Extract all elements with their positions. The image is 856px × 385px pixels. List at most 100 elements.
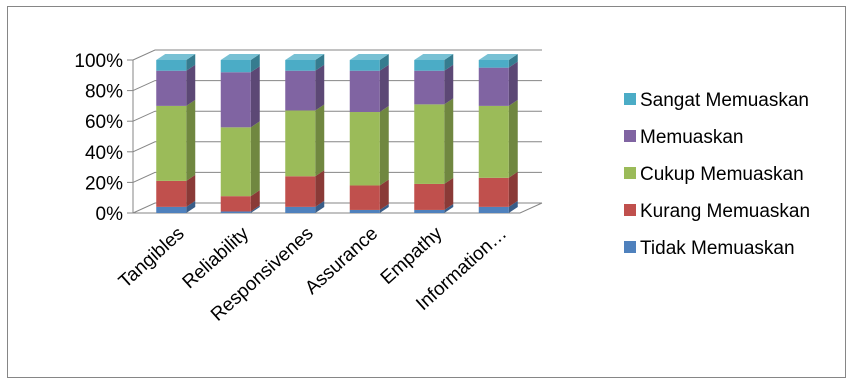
bar-front [349,112,380,186]
bar-front [285,206,316,213]
bar-side [315,104,325,177]
bar-segment [349,54,389,71]
bar-front [220,211,251,213]
y-tick-label: 60% [85,112,123,133]
legend-item: Cukup Memuaskan [624,164,804,185]
bar-segment [478,200,518,213]
bar-top [349,54,389,60]
bar-front [220,127,251,197]
legend-label: Cukup Memuaskan [640,164,804,185]
bar-segment [349,64,389,113]
gridline [132,202,542,214]
bar-top [414,54,454,60]
bar-side [379,179,389,210]
y-tick-label: 20% [85,173,123,194]
x-axis-ticks: TangiblesReliabilityResponsivenesAssuran… [115,223,511,326]
bar-segment [414,203,454,213]
bar-side [315,200,325,213]
bar-front [478,177,509,207]
legend: Sangat Memuaskan Memuaskan Cukup Memuaskan… [624,90,810,259]
bar-front [285,176,316,207]
bar-segment [478,61,518,106]
bar-segment [220,54,260,73]
bar-front [478,67,509,106]
legend-item: Kurang Memuaskan [624,201,810,222]
bar-top [156,54,196,60]
bar-front [285,70,316,111]
bar-segment [156,64,196,106]
bar-front [414,183,445,210]
legend-swatch [624,167,636,179]
bar-top [285,54,325,60]
bar-side [508,61,518,106]
bar-front [349,70,380,113]
gridline [132,110,542,122]
bar-front [414,60,445,71]
bar-segment [349,179,389,210]
bar-side [186,99,196,181]
bar-front [349,209,380,213]
bar-front [156,206,187,213]
gridline [132,171,542,183]
bar-side [250,121,260,197]
bar-front [156,60,187,71]
bar-front [156,180,187,207]
bar-stack [349,54,389,213]
y-tick-label: 80% [85,82,123,103]
bar-side [379,64,389,113]
bar-segment [285,104,325,177]
bar-stack [220,54,260,213]
bar-side [186,200,196,213]
bar-segment [156,174,196,207]
bar-side [444,98,454,184]
x-tick-label: Tangibles [115,223,189,292]
bar-front [285,110,316,177]
bar-side [444,54,454,71]
bar-segment [414,177,454,210]
bar-front [156,70,187,106]
bar-segment [478,171,518,207]
legend-label: Sangat Memuaskan [640,90,809,111]
gridline [132,141,542,153]
bar-segment [220,66,260,128]
legend-swatch [624,93,636,105]
bar-side [379,54,389,71]
legend-item: Memuaskan [624,127,744,148]
bar-front [414,104,445,184]
bar-stack [478,54,518,213]
gridline [132,49,542,61]
legend-label: Tidak Memuaskan [640,238,795,259]
y-tick-label: 0% [96,204,124,225]
legend-swatch [624,241,636,253]
legend-label: Memuaskan [640,127,744,148]
bar-side [444,177,454,210]
floor-line [133,202,543,214]
bar-side [508,200,518,213]
bar-segment [220,121,260,197]
legend-item: Tidak Memuaskan [624,238,795,259]
bar-side [379,203,389,213]
bar-front [349,185,380,210]
bar-side [508,99,518,178]
bar-side [379,106,389,186]
y-axis-ticks: 0% 20% 40% 60% 80% 100% [74,51,123,225]
bar-segment [285,200,325,213]
bar-front [156,105,187,181]
bar-front [414,70,445,105]
bar-front [478,60,509,68]
bars [156,54,518,213]
bar-side [315,54,325,71]
bar-segment [285,170,325,207]
bar-side [250,66,260,128]
bar-side [250,205,260,213]
bar-top [478,54,518,60]
bar-segment [414,64,454,105]
bar-side [250,190,260,212]
bar-segment [156,54,196,71]
bar-side [444,203,454,213]
bar-segment [414,54,454,71]
bar-front [220,196,251,212]
bar-front [414,209,445,213]
bar-side [186,174,196,207]
bar-front [349,60,380,71]
